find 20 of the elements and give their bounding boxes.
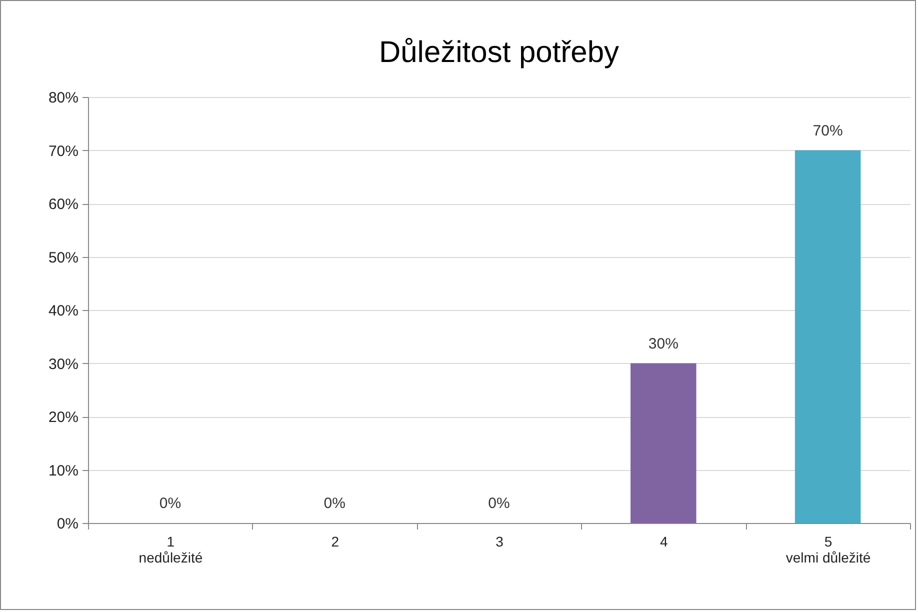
- y-tick-label: 60%: [48, 196, 78, 213]
- x-tick-label: 5 velmi důležité: [786, 534, 871, 566]
- data-label: 0%: [159, 495, 182, 512]
- chart-title: Důležitost potřeby: [378, 36, 620, 69]
- y-tick-label: 40%: [48, 302, 78, 320]
- y-tick-label: 50%: [48, 249, 78, 266]
- x-tick-label: 3: [496, 534, 504, 550]
- y-tick-label: 70%: [48, 142, 78, 160]
- y-tick-label: 30%: [48, 356, 78, 373]
- data-label: 0%: [324, 495, 346, 512]
- x-tick-label: 4: [660, 534, 668, 550]
- y-tick-label: 0%: [56, 516, 78, 532]
- data-label: 30%: [648, 335, 678, 352]
- data-label: 70%: [812, 122, 843, 140]
- y-tick-label: 80%: [48, 90, 78, 106]
- y-tick-label: 20%: [48, 409, 78, 426]
- x-tick-label: 1 nedůležité: [138, 534, 203, 566]
- y-tick-label: 10%: [48, 462, 78, 480]
- x-tick-label: 2: [331, 534, 340, 550]
- data-label: 0%: [488, 495, 510, 512]
